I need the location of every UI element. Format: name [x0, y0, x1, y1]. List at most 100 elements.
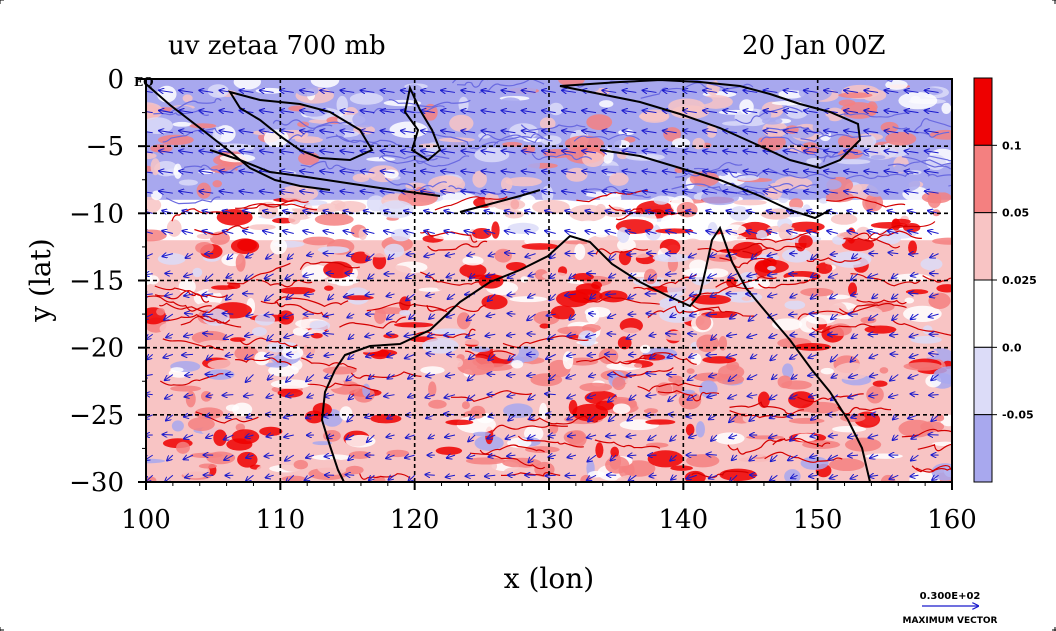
field-patch	[779, 393, 790, 399]
field-patch	[428, 162, 447, 177]
contour-line	[366, 302, 448, 313]
wind-vector	[905, 110, 919, 112]
contour-line	[300, 160, 360, 172]
field-patch	[532, 199, 570, 215]
wind-vector	[723, 191, 738, 193]
wind-vector	[147, 354, 154, 359]
wind-vector	[481, 90, 496, 92]
wind-vector	[889, 475, 899, 479]
wind-vector	[663, 131, 677, 133]
field-patch	[379, 200, 414, 219]
wind-vector	[527, 375, 536, 376]
field-patch	[910, 335, 942, 344]
wind-vector	[260, 131, 274, 133]
field-patch	[915, 394, 938, 405]
field-patch	[248, 224, 276, 231]
wind-vector	[219, 110, 234, 112]
field-patch	[620, 327, 641, 338]
field-patch	[456, 312, 471, 330]
field-patch	[309, 320, 331, 331]
wind-vector	[689, 435, 697, 438]
wind-vector	[546, 353, 556, 359]
wind-vector	[666, 333, 677, 334]
wind-vector	[582, 191, 597, 193]
wind-vector	[868, 274, 879, 278]
wind-vector	[622, 110, 637, 112]
field-patch	[856, 469, 866, 475]
wind-vector	[286, 374, 295, 382]
field-patch	[185, 390, 196, 408]
wind-vector	[488, 293, 496, 301]
field-patch	[525, 155, 540, 174]
wind-vector	[784, 151, 798, 153]
wind-vector	[790, 294, 798, 298]
wind-vector	[869, 313, 879, 320]
wind-vector	[408, 474, 416, 481]
wind-vector	[565, 231, 576, 234]
wind-vector	[381, 191, 395, 193]
wind-vector	[648, 273, 657, 280]
field-patch	[894, 114, 923, 123]
wind-vector	[464, 231, 476, 234]
wind-vector	[784, 191, 798, 193]
field-patch	[647, 450, 684, 468]
wind-vector	[831, 354, 839, 361]
wind-vector	[409, 314, 415, 319]
wind-vector	[626, 435, 637, 437]
wind-vector	[670, 293, 677, 300]
wind-vector	[245, 334, 254, 336]
wind-vector	[179, 191, 194, 193]
wind-vector	[743, 90, 758, 92]
wind-vector	[767, 211, 778, 214]
wind-vector	[791, 475, 798, 478]
wind-vector	[469, 354, 476, 359]
wind-vector	[830, 475, 839, 478]
wind-vector	[667, 354, 677, 357]
wind-vector	[808, 354, 818, 357]
wind-vector	[246, 474, 254, 481]
field-patch	[691, 294, 731, 305]
wind-vector	[670, 454, 677, 461]
wind-vector	[784, 110, 798, 112]
field-patch	[195, 241, 214, 254]
wind-vector	[706, 354, 717, 355]
wind-vector	[485, 334, 496, 336]
field-patch	[234, 346, 259, 361]
wind-vector	[146, 415, 153, 419]
wind-vector	[707, 395, 718, 398]
field-patch	[879, 367, 889, 374]
wind-vector	[562, 171, 576, 173]
wind-vector	[870, 375, 879, 377]
wind-vector	[542, 90, 556, 92]
field-patch	[511, 360, 524, 369]
contour-line	[385, 177, 447, 192]
field-patch	[903, 362, 942, 371]
field-patch	[204, 108, 244, 123]
wind-vector	[687, 475, 697, 478]
field-patch	[836, 159, 871, 165]
contour-line	[806, 257, 862, 263]
contour-line	[520, 124, 586, 132]
contour-line	[901, 156, 952, 170]
wind-vector	[323, 211, 335, 214]
wind-vector	[928, 231, 939, 234]
field-patch	[146, 117, 173, 135]
wind-vector	[925, 110, 939, 112]
wind-vector	[227, 253, 234, 260]
field-patch	[668, 98, 705, 115]
field-patch	[936, 284, 952, 293]
wind-vector	[611, 454, 617, 460]
field-patch	[418, 287, 443, 292]
wind-vector	[646, 231, 657, 234]
wind-vector	[369, 375, 375, 380]
wind-vector	[888, 231, 899, 234]
field-patch	[605, 456, 630, 474]
wind-vector	[381, 90, 395, 92]
wind-vector	[769, 435, 778, 438]
contour-line	[927, 173, 952, 178]
wind-vector	[305, 294, 314, 295]
wind-vector	[884, 131, 899, 133]
y-tick-label: 0	[107, 65, 124, 95]
wind-vector	[869, 395, 879, 396]
field-patch	[832, 425, 867, 433]
